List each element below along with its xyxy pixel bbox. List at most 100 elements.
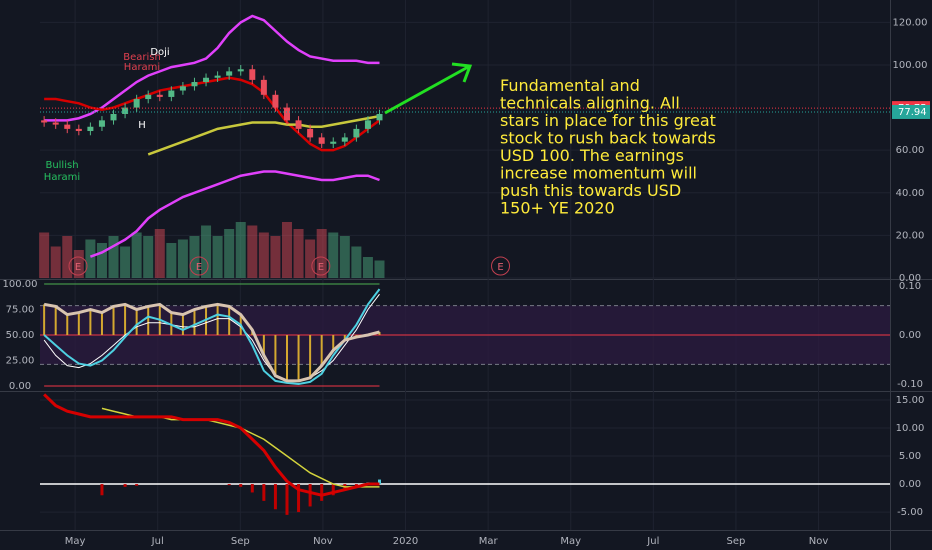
volume-bar xyxy=(177,239,188,278)
volume-bar xyxy=(50,246,61,278)
earnings-marker xyxy=(491,256,511,276)
candle-body xyxy=(52,122,59,125)
annotation: stars in place for this great xyxy=(500,111,716,130)
earnings-marker xyxy=(189,256,209,276)
volume-bar xyxy=(339,236,350,278)
y-tick-label: 15.00 xyxy=(896,395,925,406)
y-tick-label: 0.00 xyxy=(899,330,921,341)
candle-body xyxy=(330,141,337,144)
line xyxy=(89,170,380,258)
volume-bar xyxy=(281,222,292,278)
candle-body xyxy=(133,99,140,108)
y-tick-label: 40.00 xyxy=(896,188,925,199)
x-tick-label: Sep xyxy=(231,536,250,547)
candle-body xyxy=(364,120,371,129)
candle-body xyxy=(191,82,198,87)
candle-body xyxy=(283,107,290,121)
x-tick-label: Nov xyxy=(313,536,333,547)
pattern-label: Harami xyxy=(124,62,160,73)
volume-bar xyxy=(212,236,223,278)
candle-body xyxy=(168,90,175,97)
y-tick-label: 0.00 xyxy=(899,479,921,490)
candle-body xyxy=(110,113,117,121)
volume-bar xyxy=(96,243,107,278)
volume-bar xyxy=(108,236,119,278)
volume-bar xyxy=(258,232,269,278)
candle-body xyxy=(272,94,279,108)
candle-body xyxy=(249,69,256,80)
x-tick-label: Mar xyxy=(479,536,499,547)
price-tag xyxy=(892,104,930,119)
candle-body xyxy=(64,124,71,129)
volume-bar xyxy=(154,229,165,278)
y-tick-label: 0.00 xyxy=(9,381,31,392)
line xyxy=(44,76,381,152)
y-tick-label: 120.00 xyxy=(893,17,928,28)
volume-bar xyxy=(247,225,258,278)
volume-bar xyxy=(39,232,50,278)
candle-body xyxy=(122,107,129,114)
volume-bar xyxy=(293,229,304,278)
x-tick-label: Sep xyxy=(727,536,746,547)
candle-body xyxy=(353,128,360,138)
candle-body xyxy=(226,71,233,76)
volume-bar xyxy=(201,225,212,278)
volume-bar xyxy=(235,222,246,278)
volume-bar xyxy=(270,236,281,278)
pattern-label: Harami xyxy=(44,172,80,183)
line xyxy=(43,302,380,383)
earnings-label: E xyxy=(497,262,503,273)
x-tick-label: May xyxy=(560,536,581,547)
y-tick-label: 60.00 xyxy=(896,145,925,156)
y-tick-label: 50.00 xyxy=(6,330,35,341)
candle-body xyxy=(318,137,325,144)
candle-body xyxy=(214,75,221,78)
x-tick-label: Jul xyxy=(151,536,164,547)
y-tick-label: 0.10 xyxy=(899,281,921,292)
annotation: technicals aligning. All xyxy=(500,94,680,113)
candle-body xyxy=(376,113,383,121)
price-tag-label: 77.94 xyxy=(898,107,927,118)
candle-body xyxy=(179,86,186,91)
y-tick-label: 75.00 xyxy=(6,305,35,316)
volume-bar xyxy=(131,232,142,278)
annotation: 150+ YE 2020 xyxy=(500,199,615,218)
pattern-label: Doji xyxy=(150,47,169,58)
earnings-marker xyxy=(311,256,331,276)
y-tick-label: 100.00 xyxy=(893,60,928,71)
candle-body xyxy=(203,77,210,83)
candle-body xyxy=(295,120,302,129)
y-tick-label: 0.00 xyxy=(899,273,921,284)
earnings-label: E xyxy=(318,262,324,273)
candle-body xyxy=(307,128,314,138)
volume-bar xyxy=(328,232,339,278)
volume-bar xyxy=(73,250,84,278)
volume-bar xyxy=(62,236,73,278)
pattern-label: Bullish xyxy=(45,160,78,171)
volume-bar xyxy=(362,257,373,278)
pattern-label: H xyxy=(138,120,146,131)
candle-body xyxy=(156,94,163,97)
volume-bar xyxy=(166,243,177,278)
x-tick-label: Nov xyxy=(809,536,829,547)
volume-bar xyxy=(120,246,131,278)
y-tick-label: -0.10 xyxy=(897,379,923,390)
y-tick-label: 10.00 xyxy=(896,423,925,434)
volume-bar xyxy=(316,229,327,278)
volume-bar xyxy=(224,229,235,278)
y-tick-label: 100.00 xyxy=(3,279,38,290)
plot: May Jul Sep Nov 2020 Mar May Jul Sep Nov 0.00 20.00… xyxy=(3,0,930,547)
earnings-label: E xyxy=(75,262,81,273)
y-tick-label: 25.00 xyxy=(6,356,35,367)
candle-body xyxy=(260,79,267,95)
volume-bar xyxy=(374,260,385,278)
x-tick-label: Jul xyxy=(646,536,659,547)
arrow xyxy=(384,62,473,115)
y-tick-label: 20.00 xyxy=(896,230,925,241)
earnings-marker xyxy=(68,256,88,276)
volume-bar xyxy=(351,246,362,278)
x-tick-label: May xyxy=(65,536,86,547)
x-tick-label: 2020 xyxy=(393,536,418,547)
volume-bar xyxy=(85,239,96,278)
